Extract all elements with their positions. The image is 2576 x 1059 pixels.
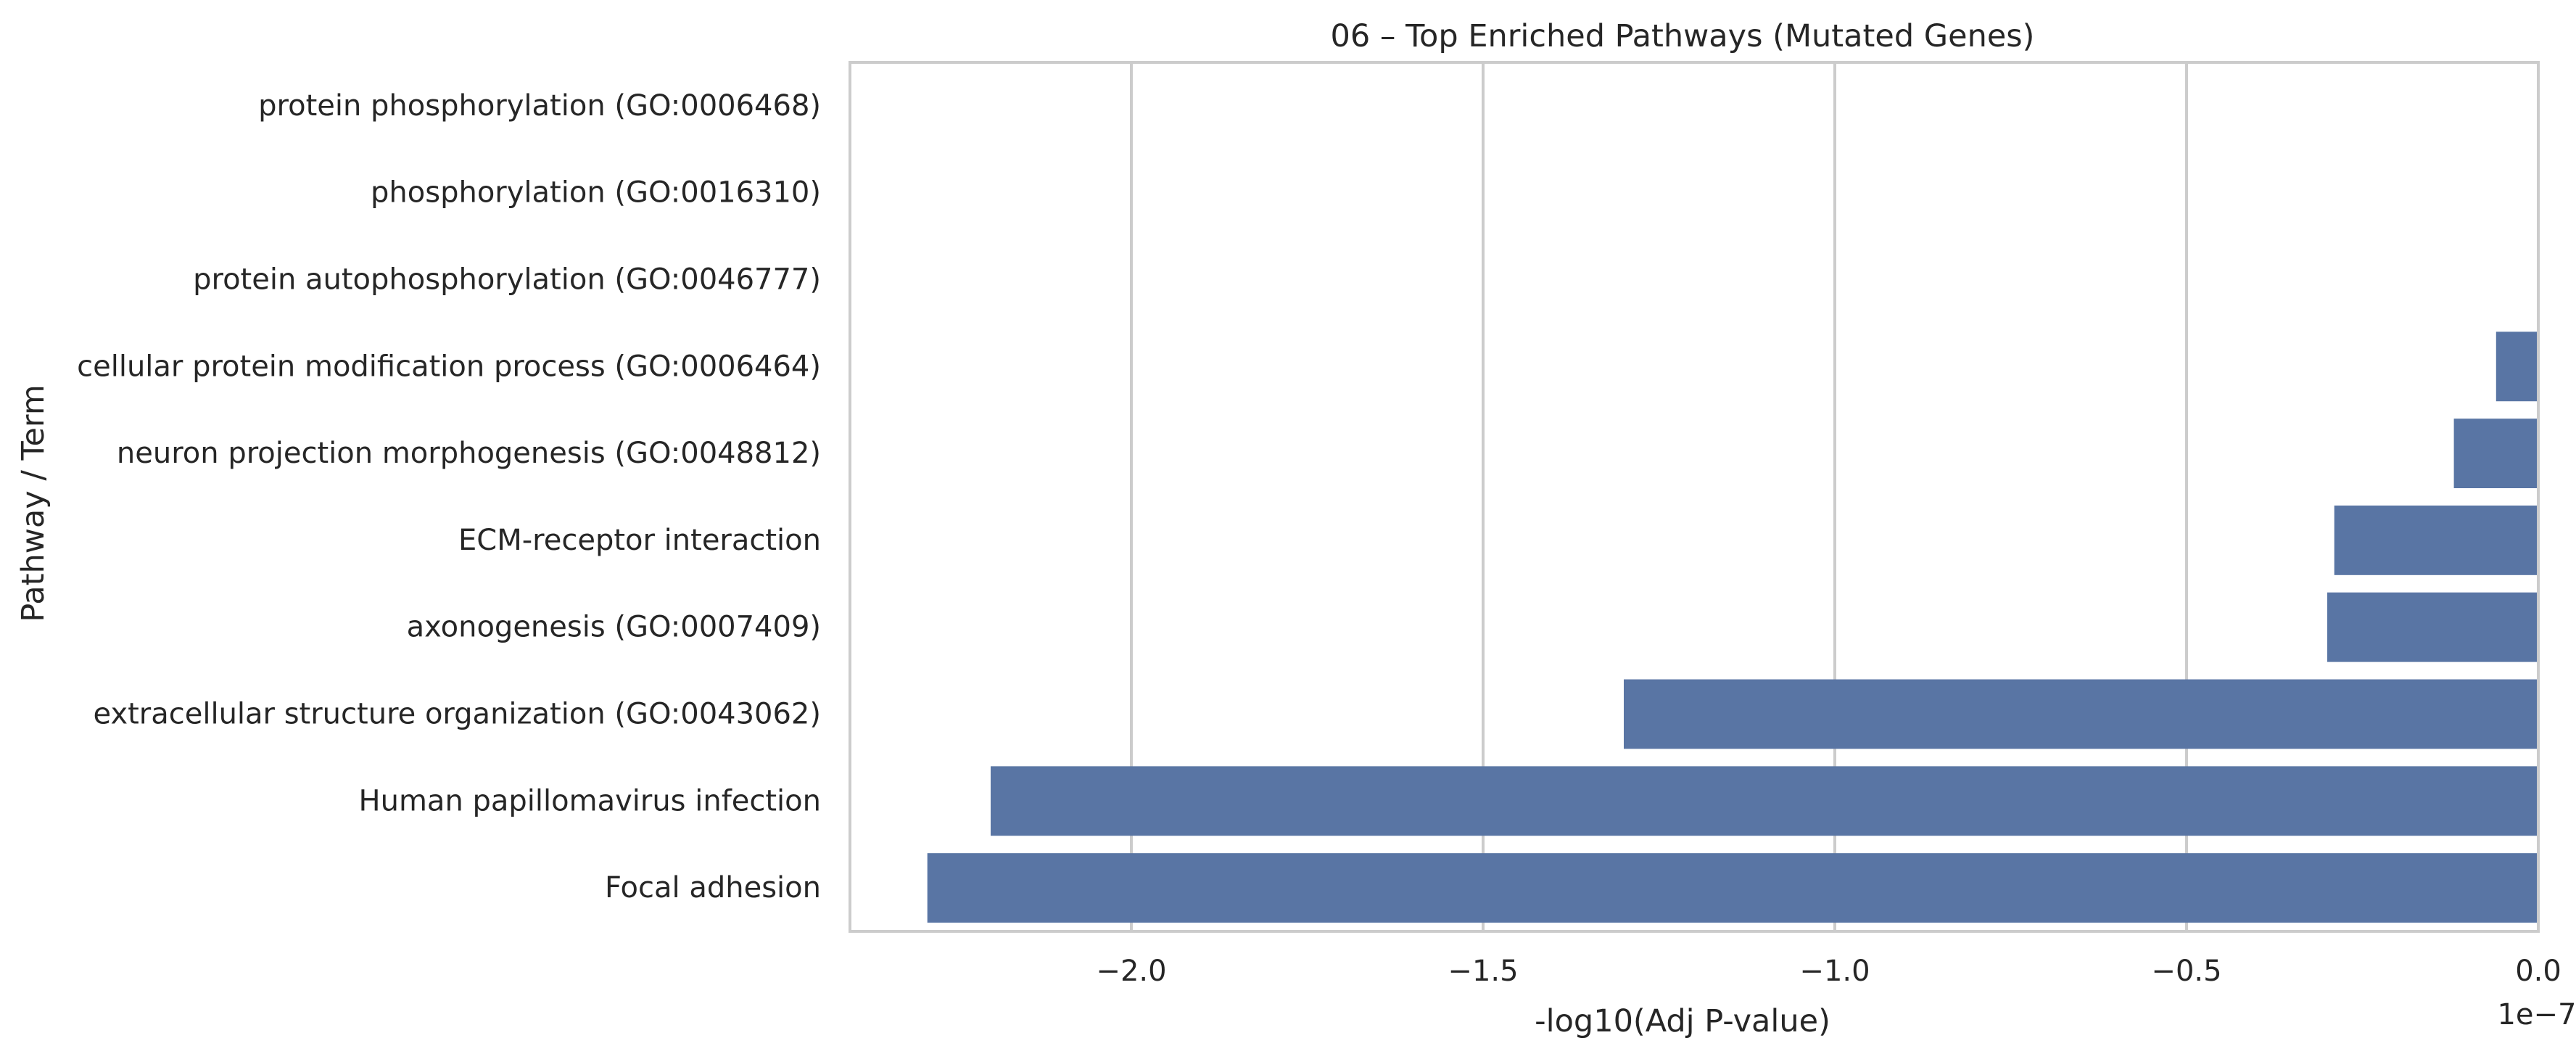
bar-8 <box>991 766 2538 836</box>
y-tick-label-7: extracellular structure organization (GO… <box>94 698 821 731</box>
y-tick-label-0: protein phosphorylation (GO:0006468) <box>258 89 821 123</box>
y-tick-label-5: ECM-receptor interaction <box>458 524 821 557</box>
x-axis-scale-label: 1e−7 <box>2497 998 2576 1031</box>
y-tick-labels: protein phosphorylation (GO:0006468) phos… <box>77 89 821 905</box>
x-tick-label-4: 0.0 <box>2515 955 2561 988</box>
bars <box>927 331 2538 923</box>
y-tick-label-2: protein autophosphorylation (GO:0046777) <box>193 263 821 297</box>
bar-3 <box>2496 331 2538 402</box>
plot-frame <box>849 61 2540 933</box>
bar-5 <box>2334 505 2538 575</box>
y-tick-label-8: Human papillomavirus infection <box>359 784 821 817</box>
bar-9 <box>927 853 2538 923</box>
bar-7 <box>1624 679 2538 749</box>
y-tick-label-1: phosphorylation (GO:0016310) <box>371 176 821 210</box>
x-tick-label-0: −2.0 <box>1096 955 1166 988</box>
bar-6 <box>2327 592 2538 662</box>
y-tick-label-4: neuron projection morphogenesis (GO:0048… <box>117 437 821 470</box>
x-tick-label-2: −1.0 <box>1799 955 1870 988</box>
chart-title: 06 – Top Enriched Pathways (Mutated Gene… <box>1331 18 2035 54</box>
x-axis-label: -log10(Adj P-value) <box>1535 1003 1830 1039</box>
x-tick-label-1: −1.5 <box>1448 955 1518 988</box>
x-tick-label-3: −0.5 <box>2151 955 2221 988</box>
y-axis-label: Pathway / Term <box>15 384 51 622</box>
y-tick-label-9: Focal adhesion <box>605 871 821 905</box>
y-tick-label-3: cellular protein modification process (G… <box>77 350 821 383</box>
bar-4 <box>2453 419 2538 489</box>
x-tick-labels: −2.0 −1.5 −1.0 −0.5 0.0 <box>1096 955 2561 988</box>
y-tick-label-6: axonogenesis (GO:0007409) <box>407 611 821 644</box>
